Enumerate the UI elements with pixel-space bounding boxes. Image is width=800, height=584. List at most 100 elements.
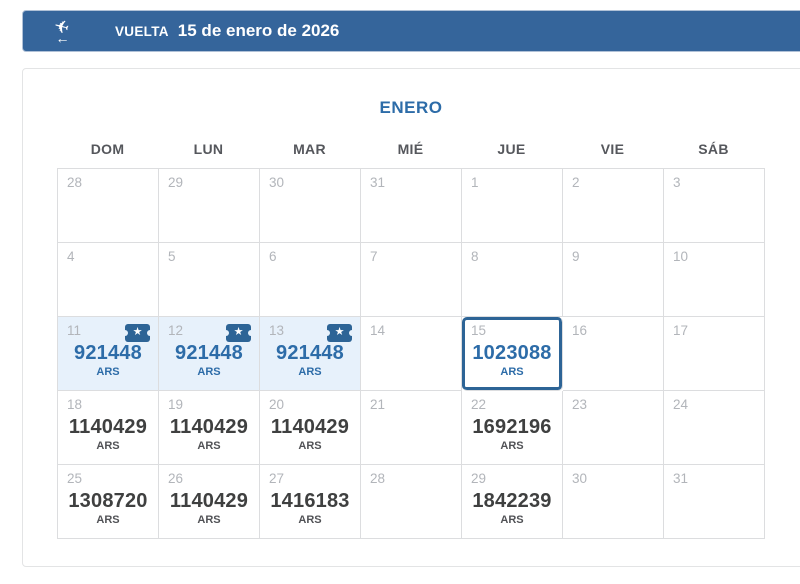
deal-ticket-star-icon: ★ [327,324,352,342]
weekday-label: DOM [90,141,125,157]
day-number: 29 [168,175,184,190]
price-currency: ARS [500,440,524,452]
day-cell-26[interactable]: 26 1140429 ARS [159,465,260,539]
price-value: 921448 [175,342,243,364]
day-cell-24: 24 [664,391,765,465]
day-number: 1 [471,175,479,190]
day-cell-31: 31 [664,465,765,539]
day-cell-6: 6 [260,243,361,317]
price-value: 1140429 [68,416,148,438]
day-number: 6 [269,249,277,264]
day-cell-7: 7 [361,243,462,317]
day-number: 22 [471,397,487,412]
day-cell-28: 28 [361,465,462,539]
day-cell-9: 9 [563,243,664,317]
day-number: 8 [471,249,479,264]
price-value: 1140429 [270,416,350,438]
vuelta-header-bar[interactable]: ✈ ← VUELTA 15 de enero de 2026 [22,10,800,52]
day-number: 20 [269,397,285,412]
day-number: 29 [471,471,487,486]
day-number: 15 [471,323,487,338]
day-number: 19 [168,397,184,412]
day-number: 28 [67,175,83,190]
day-cell-25[interactable]: 25 1308720 ARS [58,465,159,539]
price-currency: ARS [197,440,221,452]
price-value: 1842239 [472,490,552,512]
day-cell-29: 29 [159,169,260,243]
day-cell-15[interactable]: 15 1023088 ARS [462,317,563,391]
day-number: 2 [572,175,580,190]
day-cell-11[interactable]: 11 ★ 921448 ARS [58,317,159,391]
day-cell-10: 10 [664,243,765,317]
weekday-header-row: DOM LUN MAR MIÉ JUE VIE SÁB [57,141,765,157]
day-number: 12 [168,323,184,338]
day-number: 27 [269,471,285,486]
day-number: 16 [572,323,588,338]
day-cell-20[interactable]: 20 1140429 ARS [260,391,361,465]
price-currency: ARS [298,366,322,378]
weekday-label: MAR [293,141,326,157]
price-currency: ARS [197,366,221,378]
plane-landing-icon: ✈ [52,14,72,39]
price-value: 1308720 [68,490,148,512]
day-cell-17: 17 [664,317,765,391]
price-currency: ARS [96,366,120,378]
day-number: 26 [168,471,184,486]
day-number: 10 [673,249,689,264]
day-cell-3: 3 [664,169,765,243]
day-number: 24 [673,397,689,412]
day-cell-21: 21 [361,391,462,465]
price-currency: ARS [500,514,524,526]
arrow-left-icon: ← [55,29,70,46]
month-title: ENERO [379,98,443,117]
day-cell-31: 31 [361,169,462,243]
day-cell-30: 30 [563,465,664,539]
price-value: 1140429 [169,416,249,438]
vuelta-date: 15 de enero de 2026 [177,21,340,40]
price-value: 921448 [74,342,142,364]
day-cell-13[interactable]: 13 ★ 921448 ARS [260,317,361,391]
day-number: 11 [67,323,82,338]
day-cell-16: 16 [563,317,664,391]
deal-ticket-star-icon: ★ [226,324,251,342]
day-cell-19[interactable]: 19 1140429 ARS [159,391,260,465]
day-cell-12[interactable]: 12 ★ 921448 ARS [159,317,260,391]
day-number: 31 [370,175,386,190]
day-cell-28: 28 [58,169,159,243]
day-cell-18[interactable]: 18 1140429 ARS [58,391,159,465]
weekday-label: VIE [600,141,625,157]
day-number: 4 [67,249,75,264]
day-number: 13 [269,323,285,338]
day-cell-1: 1 [462,169,563,243]
calendar-grid: 28 29 30 31 1 2 3 4 5 6 7 8 9 10 11 ★ 921448 ARS 12 ★ 921448… [57,168,765,539]
weekday-label: LUN [193,141,224,157]
vuelta-label: VUELTA [115,23,169,39]
price-currency: ARS [298,514,322,526]
day-number: 5 [168,249,176,264]
price-currency: ARS [96,440,120,452]
day-cell-30: 30 [260,169,361,243]
star-icon: ★ [132,326,143,338]
day-number: 3 [673,175,681,190]
price-currency: ARS [96,514,120,526]
day-number: 14 [370,323,386,338]
weekday-label: JUE [497,141,526,157]
price-currency: ARS [500,366,524,378]
day-cell-29[interactable]: 29 1842239 ARS [462,465,563,539]
day-number: 17 [673,323,689,338]
month-calendar: ENERO DOM LUN MAR MIÉ JUE VIE SÁB 28 29 30 31 1 2 3 4… [57,98,765,539]
weekday-label: SÁB [698,141,729,157]
star-icon: ★ [233,326,244,338]
day-number: 9 [572,249,580,264]
price-value: 1023088 [472,342,552,364]
deal-ticket-star-icon: ★ [125,324,150,342]
day-cell-22[interactable]: 22 1692196 ARS [462,391,563,465]
price-value: 1416183 [270,490,350,512]
weekday-label: MIÉ [397,141,424,157]
day-cell-27[interactable]: 27 1416183 ARS [260,465,361,539]
day-number: 28 [370,471,386,486]
day-cell-23: 23 [563,391,664,465]
day-cell-14: 14 [361,317,462,391]
star-icon: ★ [334,326,345,338]
return-flight-icon: ✈ ← [47,14,77,46]
